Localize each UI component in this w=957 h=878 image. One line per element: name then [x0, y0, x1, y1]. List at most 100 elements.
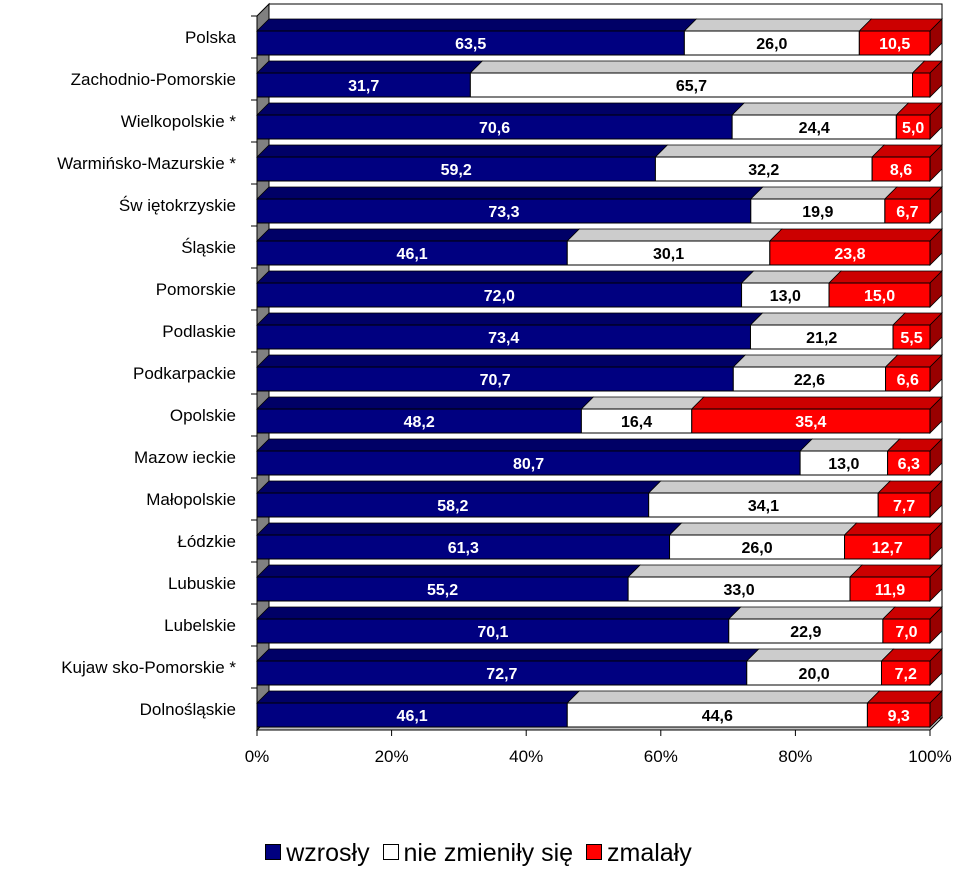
data-label: 73,4	[488, 330, 519, 347]
data-label: 21,2	[806, 330, 837, 347]
data-label: 61,3	[448, 540, 479, 557]
bar-top-face	[690, 396, 943, 410]
bar-segment	[256, 492, 650, 518]
category-label: Podlaskie	[162, 322, 236, 341]
data-label: 58,2	[437, 498, 468, 515]
bar-top-face	[768, 228, 943, 242]
bar-segment	[256, 660, 748, 686]
bar-segment	[912, 72, 931, 98]
category-label: Warmińsko-Mazurskie *	[57, 154, 236, 173]
data-label: 9,3	[888, 708, 910, 725]
bar-top-face	[256, 690, 581, 704]
bar-segment	[769, 240, 931, 266]
data-label: 20,0	[799, 666, 830, 683]
bar-top-face	[256, 228, 581, 242]
bar-segment	[256, 702, 568, 728]
data-label: 70,1	[477, 624, 508, 641]
bar-top-face	[580, 396, 705, 410]
data-label: 26,0	[756, 36, 787, 53]
x-axis: 0% 20% 40% 60% 80% 100%	[245, 729, 952, 766]
bar-segment	[880, 660, 931, 686]
legend-label-nie-zmienily: nie zmieniły się	[403, 838, 574, 867]
bar-segment	[731, 114, 897, 140]
bar-top-face	[469, 60, 926, 74]
bar-top-face	[647, 480, 892, 494]
bar-segment	[256, 198, 752, 224]
category-label: Małopolskie	[146, 490, 236, 509]
x-tick-label: 60%	[644, 747, 678, 766]
legend: wzrosły nie zmieniły się zmalały	[0, 838, 957, 868]
data-label: 22,9	[790, 624, 821, 641]
category-label: Dolnośląskie	[140, 700, 236, 719]
bar-segment	[580, 408, 693, 434]
bar-top-face	[828, 270, 943, 284]
data-label: 6,7	[896, 204, 918, 221]
bar-top-face	[654, 144, 886, 158]
bar-segment	[256, 156, 656, 182]
data-label: 73,3	[488, 204, 519, 221]
category-label: Polska	[185, 28, 237, 47]
data-label: 7,2	[895, 666, 917, 683]
bar-top-face	[256, 18, 698, 32]
bar-top-face	[256, 606, 742, 620]
data-label: 34,1	[748, 498, 779, 515]
bar-segment	[882, 618, 931, 644]
category-label: Lubuskie	[168, 574, 236, 593]
data-label: 48,2	[404, 414, 435, 431]
bar-segment	[256, 30, 685, 56]
bar-top-face	[566, 228, 783, 242]
bar-segment	[746, 660, 882, 686]
bar-top-face	[731, 102, 910, 116]
category-label: Wielkopolskie *	[121, 112, 237, 131]
data-label: 7,7	[893, 498, 915, 515]
bar-segment	[654, 156, 873, 182]
bar-segment	[750, 198, 886, 224]
legend-label-wzrosly: wzrosły	[286, 838, 370, 867]
bar-top-face	[740, 270, 843, 284]
data-label: 11,9	[875, 582, 905, 599]
data-label: 6,6	[897, 372, 919, 389]
category-label: Św iętokrzyskie	[119, 196, 236, 215]
data-label: 5,0	[902, 120, 924, 137]
category-label: Opolskie	[170, 406, 236, 425]
data-label: 59,2	[441, 162, 472, 179]
data-label: 46,1	[397, 246, 428, 263]
bar-top-face	[745, 648, 895, 662]
bar-segment	[669, 534, 846, 560]
bar-segment	[895, 114, 931, 140]
data-label: 22,6	[794, 372, 825, 389]
bar-top-face	[256, 522, 683, 536]
category-label: Podkarpackie	[133, 364, 236, 383]
data-label: 31,7	[348, 78, 379, 95]
bar-segment	[256, 282, 743, 308]
category-labels: Polska Zachodnio-Pomorskie Wielkopolskie *…	[57, 15, 258, 730]
data-label: 63,5	[455, 36, 486, 53]
bar-segment	[691, 408, 931, 434]
bar-segment	[566, 240, 771, 266]
bar-segment	[256, 114, 733, 140]
data-label: 70,6	[479, 120, 510, 137]
bar-segment	[749, 324, 894, 350]
bar-segment	[256, 72, 471, 98]
legend-swatch-zmalaly	[586, 844, 602, 861]
data-label: 44,6	[702, 708, 733, 725]
x-tick-label: 100%	[908, 747, 951, 766]
data-label: 70,7	[480, 372, 511, 389]
bar-top-face	[256, 102, 746, 116]
bar-segment	[799, 450, 889, 476]
bar-segment	[849, 576, 931, 602]
bar-top-face	[749, 186, 898, 200]
x-tick-label: 20%	[375, 747, 409, 766]
bar-top-face	[256, 564, 642, 578]
bar-top-face	[566, 690, 881, 704]
data-label: 15,0	[864, 288, 895, 305]
bar-segment	[844, 534, 931, 560]
bar-top-face	[683, 18, 873, 32]
bar-segment	[256, 450, 801, 476]
bar-top-face	[256, 60, 484, 74]
data-label: 55,2	[427, 582, 458, 599]
data-label: 72,7	[486, 666, 517, 683]
bar-top-face	[256, 354, 747, 368]
bar-top-face	[858, 18, 943, 32]
category-label: Lubelskie	[164, 616, 236, 635]
